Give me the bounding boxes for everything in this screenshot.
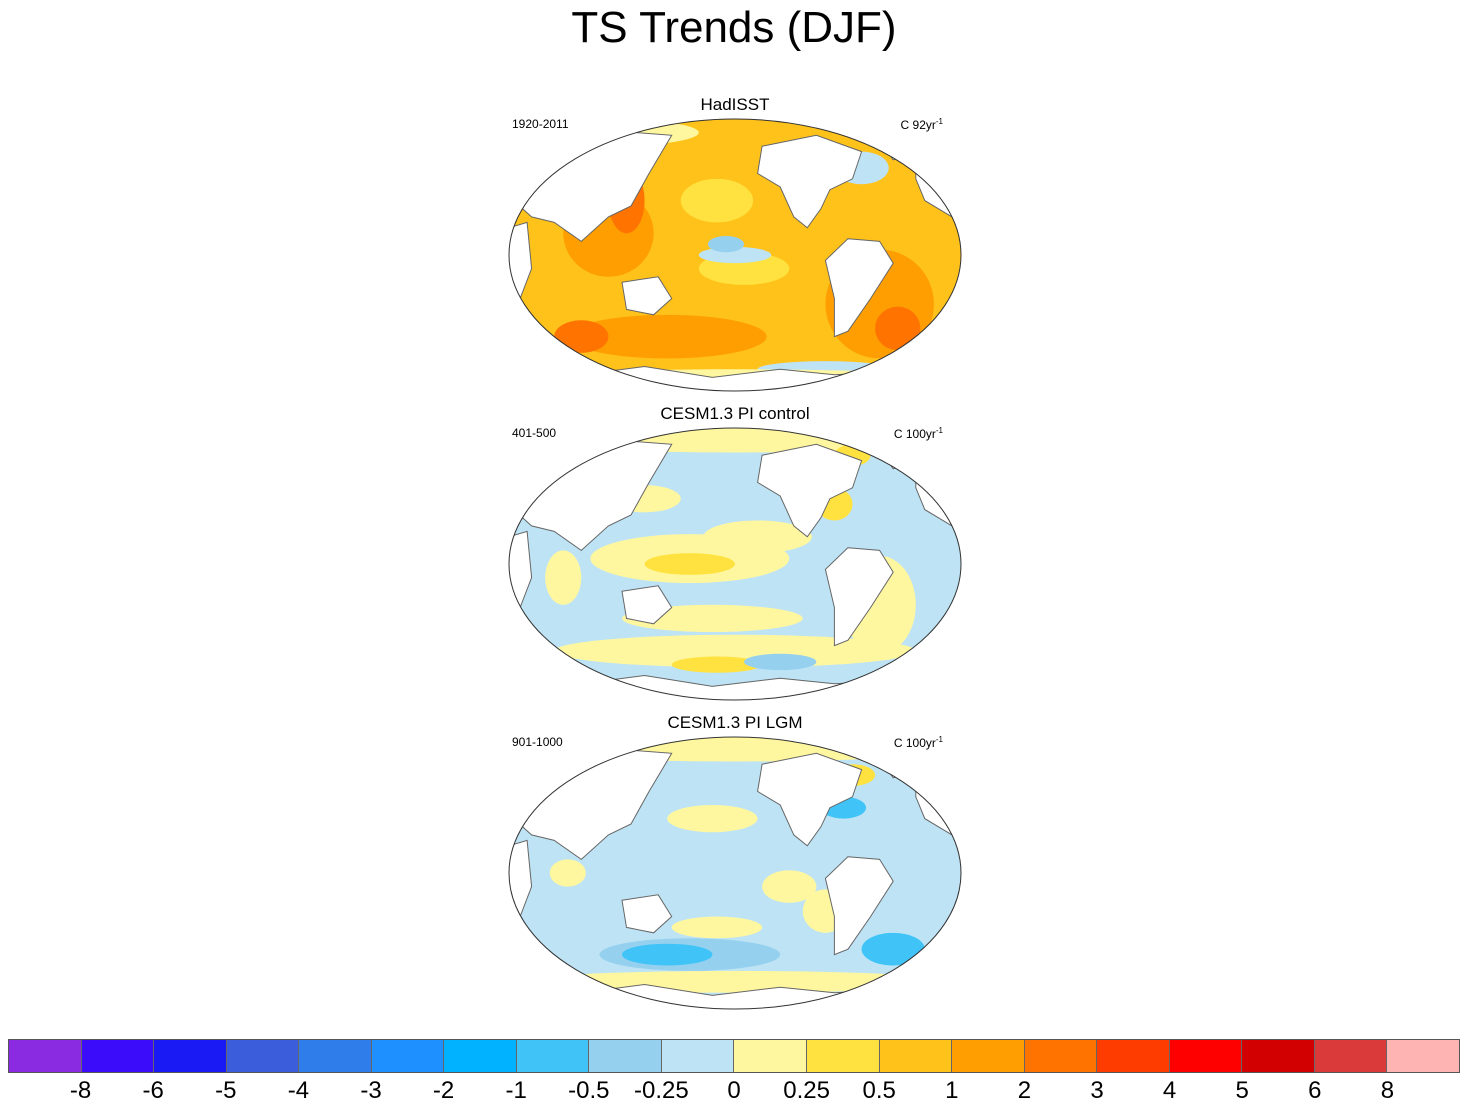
- colorbar-tick-label: -3: [360, 1077, 382, 1104]
- world-map: [508, 736, 962, 1010]
- colorbar-tick-label: 4: [1162, 1077, 1177, 1104]
- colorbar-swatch: [371, 1040, 445, 1072]
- colorbar-tick-label: -4: [287, 1077, 310, 1104]
- colorbar-swatch: [879, 1040, 953, 1072]
- colorbar-swatch: [154, 1040, 227, 1072]
- colorbar-swatch: [952, 1040, 1025, 1072]
- colorbar-tick-label: -5: [215, 1077, 237, 1104]
- panel-period: 401-500: [512, 426, 557, 440]
- panel-units: C 100yr-1: [893, 735, 943, 750]
- colorbar-tick-label: -0.25: [634, 1077, 689, 1104]
- colorbar-swatch: [9, 1040, 82, 1072]
- colorbar-swatch: [1387, 1040, 1459, 1072]
- panel-units: C 92yr-1: [900, 117, 943, 132]
- colorbar-tick-label: 0: [727, 1077, 741, 1104]
- colorbar-tick-label: 1: [945, 1077, 959, 1104]
- colorbar-swatch: [81, 1040, 155, 1072]
- colorbar-swatch: [1242, 1040, 1315, 1072]
- panel-units: C 100yr-1: [893, 426, 943, 441]
- map-panel-pi-lgm: CESM1.3 PI LGM 901-1000 C 100yr-1: [505, 713, 965, 1013]
- colorbar-tick-label: 0.25: [783, 1077, 830, 1104]
- colorbar-tick-label: 2: [1017, 1077, 1032, 1104]
- colorbar-tick-label: -0.5: [568, 1077, 610, 1104]
- colorbar-swatch: [661, 1040, 735, 1072]
- colorbar-swatch: [226, 1040, 300, 1072]
- figure-title: TS Trends (DJF): [571, 3, 897, 52]
- world-map: [508, 427, 962, 701]
- colorbar-swatch: [807, 1040, 880, 1072]
- colorbar-tick-label: 3: [1090, 1077, 1104, 1104]
- panel-title: CESM1.3 PI LGM: [667, 713, 803, 732]
- colorbar-tick-label: 8: [1380, 1077, 1395, 1104]
- panel-title: HadISST: [700, 95, 770, 114]
- colorbar-swatch: [299, 1040, 372, 1072]
- colorbar-swatch: [1024, 1040, 1098, 1072]
- colorbar-tick-label: 0.5: [862, 1077, 896, 1104]
- world-map: [508, 118, 962, 392]
- map-panel-hadisst: HadISST 1920-2011 C 92yr-1: [505, 95, 965, 395]
- colorbar-tick-label: -6: [142, 1077, 164, 1104]
- colorbar-tick-label: 6: [1308, 1077, 1322, 1104]
- colorbar-swatch: [1097, 1040, 1170, 1072]
- panel-period: 901-1000: [512, 735, 563, 749]
- colorbar-swatch: [1169, 1040, 1243, 1072]
- colorbar-swatch: [516, 1040, 590, 1072]
- map-panel-pi-control: CESM1.3 PI control 401-500 C 100yr-1: [505, 404, 965, 704]
- colorbar-tick-label: 5: [1235, 1077, 1249, 1104]
- colorbar-swatch: [1314, 1040, 1388, 1072]
- colorbar: [8, 1039, 1460, 1073]
- colorbar-swatch: [444, 1040, 517, 1072]
- colorbar-tick-label: -8: [69, 1077, 92, 1104]
- panel-period: 1920-2011: [512, 117, 569, 131]
- colorbar-tick-label: -1: [505, 1077, 527, 1104]
- panel-title: CESM1.3 PI control: [660, 404, 810, 423]
- colorbar-tick-label: -2: [432, 1077, 455, 1104]
- colorbar-swatch: [589, 1040, 662, 1072]
- colorbar-swatch: [734, 1040, 808, 1072]
